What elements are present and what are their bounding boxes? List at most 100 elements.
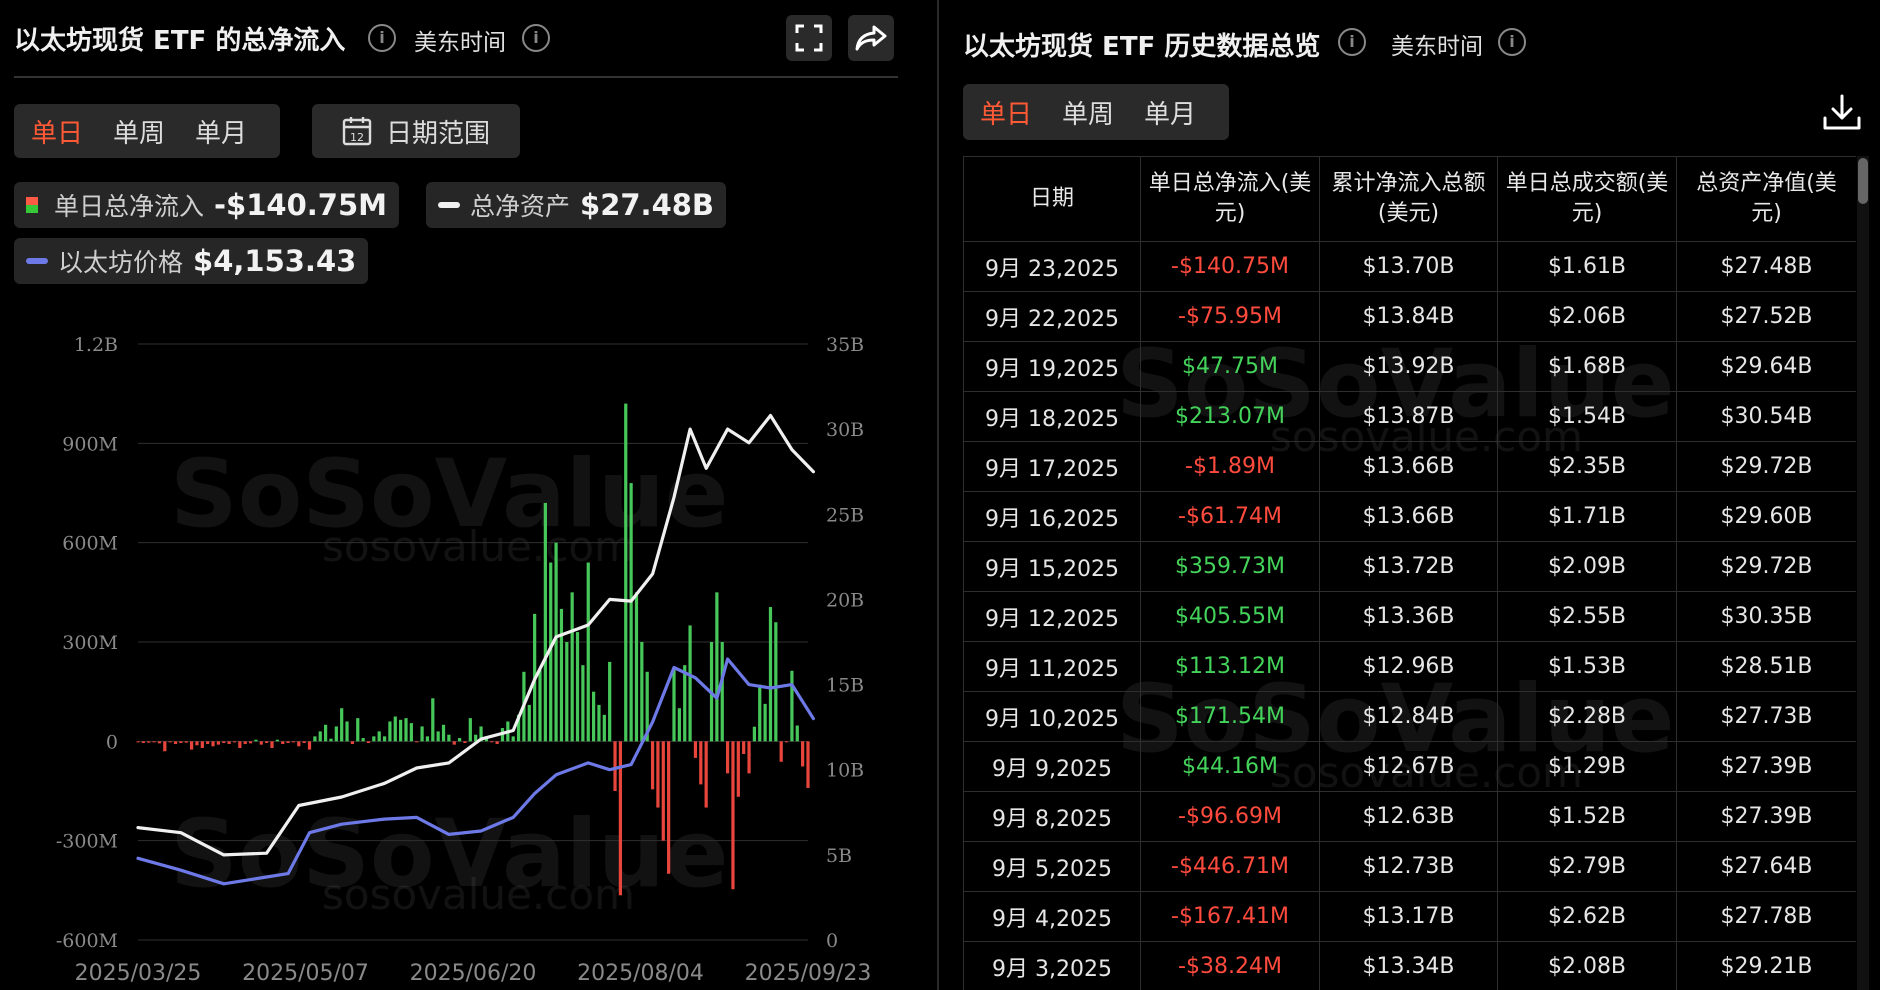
inflow-bar[interactable] xyxy=(227,741,231,744)
inflow-bar[interactable] xyxy=(570,592,574,742)
table-scroll-thumb[interactable] xyxy=(1858,158,1868,204)
inflow-bar[interactable] xyxy=(474,734,478,742)
table-row[interactable]: 9月 10,2025 $171.54M $12.84B $2.28B $27.73B xyxy=(963,691,1856,742)
inflow-bar[interactable] xyxy=(334,726,338,742)
download-button[interactable] xyxy=(1820,90,1864,134)
inflow-bar[interactable] xyxy=(281,741,285,744)
inflow-bar[interactable] xyxy=(559,608,564,742)
inflow-bar[interactable] xyxy=(147,741,151,743)
header-daily-flow[interactable]: 单日总净流入(美元) xyxy=(1140,156,1320,242)
inflow-bar[interactable] xyxy=(265,741,269,743)
inflow-bar[interactable] xyxy=(565,642,569,742)
info-icon[interactable]: i xyxy=(1338,28,1366,56)
legend-eth-price[interactable]: 以太坊价格 $4,153.43 xyxy=(14,238,369,284)
inflow-bar[interactable] xyxy=(602,714,606,742)
inflow-bar[interactable] xyxy=(366,741,371,743)
table-row[interactable]: 9月 16,2025 -$61.74M $13.66B $1.71B $29.60B xyxy=(963,491,1856,542)
table-row[interactable]: 9月 5,2025 -$446.71M $12.73B $2.79B $27.64B xyxy=(963,841,1856,892)
inflow-bar[interactable] xyxy=(350,741,355,744)
info-icon[interactable]: i xyxy=(368,24,396,52)
table-row[interactable]: 9月 9,2025 $44.16M $12.67B $1.29B $27.39B xyxy=(963,741,1856,792)
inflow-bar[interactable] xyxy=(715,592,719,742)
inflow-bar[interactable] xyxy=(618,741,623,896)
inflow-bar[interactable] xyxy=(457,738,462,742)
inflow-bar[interactable] xyxy=(667,741,671,874)
table-row[interactable]: 9月 8,2025 -$96.69M $12.63B $1.52B $27.39B xyxy=(963,791,1856,842)
inflow-bar[interactable] xyxy=(388,721,392,742)
fullscreen-button[interactable] xyxy=(786,15,832,61)
inflow-bar[interactable] xyxy=(640,642,644,742)
inflow-bar[interactable] xyxy=(168,741,172,743)
tab-daily[interactable]: 单日 xyxy=(980,99,1033,130)
inflow-bar[interactable] xyxy=(200,741,204,748)
inflow-bar[interactable] xyxy=(661,741,665,841)
inflow-bar[interactable] xyxy=(254,739,258,742)
timezone-info-icon[interactable]: i xyxy=(1498,28,1526,56)
header-nav[interactable]: 总资产净值(美元) xyxy=(1676,156,1856,242)
inflow-bar[interactable] xyxy=(173,741,178,744)
inflow-bar[interactable] xyxy=(441,724,446,742)
inflow-bar[interactable] xyxy=(790,670,794,742)
tab-weekly[interactable]: 单周 xyxy=(113,118,166,149)
inflow-bar[interactable] xyxy=(731,741,735,890)
inflow-bar[interactable] xyxy=(758,684,762,742)
inflow-bar[interactable] xyxy=(345,721,349,742)
table-row[interactable]: 9月 12,2025 $405.55M $13.36B $2.55B $30.35B xyxy=(963,591,1856,642)
inflow-bar[interactable] xyxy=(323,724,328,742)
table-row[interactable]: 9月 17,2025 -$1.89M $13.66B $2.35B $29.72B xyxy=(963,441,1856,492)
inflow-bar[interactable] xyxy=(752,726,757,742)
inflow-bar[interactable] xyxy=(629,483,633,742)
inflow-bar[interactable] xyxy=(179,741,183,743)
inflow-bar[interactable] xyxy=(195,741,199,746)
inflow-bar[interactable] xyxy=(795,725,799,742)
inflow-bar[interactable] xyxy=(549,562,553,742)
inflow-bar[interactable] xyxy=(591,691,596,742)
inflow-bar[interactable] xyxy=(302,741,306,743)
inflow-bar[interactable] xyxy=(677,708,681,742)
inflow-bar[interactable] xyxy=(184,741,188,743)
inflow-bar[interactable] xyxy=(720,642,724,742)
table-row[interactable]: 9月 19,2025 $47.75M $13.92B $1.68B $29.64B xyxy=(963,341,1856,392)
inflow-bar[interactable] xyxy=(275,739,279,742)
inflow-bar[interactable] xyxy=(608,661,612,742)
inflow-bar[interactable] xyxy=(511,736,515,742)
inflow-bar[interactable] xyxy=(222,741,226,743)
header-date[interactable]: 日期 xyxy=(963,156,1141,242)
inflow-bar[interactable] xyxy=(575,632,580,742)
inflow-bar[interactable] xyxy=(688,625,692,742)
inflow-bar[interactable] xyxy=(527,704,531,742)
inflow-bar[interactable] xyxy=(420,726,424,742)
table-row[interactable]: 9月 23,2025 -$140.75M $13.70B $1.61B $27.48B xyxy=(963,241,1856,292)
date-range-button[interactable]: 12 日期范围 xyxy=(312,104,521,158)
legend-total-assets[interactable]: 总净资产 $27.48B xyxy=(426,182,727,228)
inflow-bar[interactable] xyxy=(356,718,360,742)
inflow-bar[interactable] xyxy=(248,741,253,744)
legend-net-inflow[interactable]: 单日总净流入 -$140.75M xyxy=(14,182,399,228)
inflow-bar[interactable] xyxy=(801,741,805,767)
table-row[interactable]: 9月 4,2025 -$167.41M $13.17B $2.62B $27.78B xyxy=(963,891,1856,942)
inflow-bar[interactable] xyxy=(415,741,419,743)
inflow-bar[interactable] xyxy=(554,542,558,742)
inflow-bar[interactable] xyxy=(763,703,767,742)
inflow-bar[interactable] xyxy=(404,718,408,742)
tab-weekly[interactable]: 单周 xyxy=(1062,99,1115,130)
inflow-bar[interactable] xyxy=(624,403,628,742)
inflow-bar[interactable] xyxy=(238,741,242,748)
inflow-bar[interactable] xyxy=(736,741,740,797)
header-cumulative-flow[interactable]: 累计净流入总额(美元) xyxy=(1319,156,1498,242)
inflow-bar[interactable] xyxy=(232,741,237,743)
inflow-bar[interactable] xyxy=(683,665,687,742)
inflow-bar[interactable] xyxy=(693,741,698,758)
inflow-bar[interactable] xyxy=(479,726,483,742)
inflow-bar[interactable] xyxy=(463,741,467,743)
tab-monthly[interactable]: 单月 xyxy=(1144,99,1197,130)
inflow-bar[interactable] xyxy=(774,622,778,742)
inflow-bar[interactable] xyxy=(141,741,145,743)
inflow-bar[interactable] xyxy=(409,723,413,742)
inflow-bar[interactable] xyxy=(784,741,789,743)
inflow-bar[interactable] xyxy=(382,736,387,742)
inflow-bar[interactable] xyxy=(672,668,676,742)
header-daily-volume[interactable]: 单日总成交额(美元) xyxy=(1497,156,1677,242)
inflow-bar[interactable] xyxy=(779,741,783,762)
inflow-bar[interactable] xyxy=(211,741,215,747)
